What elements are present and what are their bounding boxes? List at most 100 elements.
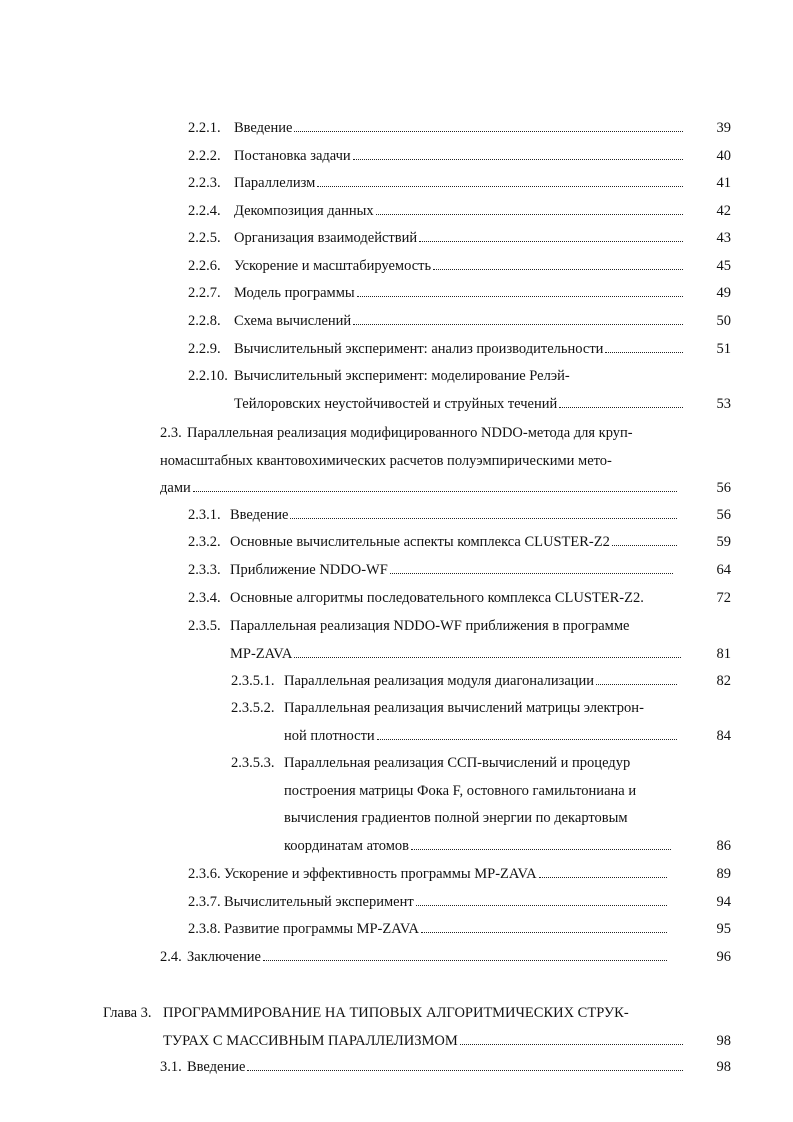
entry-title: Параллельная реализация NDDO-WF приближе… <box>230 618 630 634</box>
entry-title: Параллелизм <box>234 175 316 191</box>
leader-dots <box>192 479 677 492</box>
entry-number: 2.3.5.3. <box>231 755 275 771</box>
entry-number: 2.3.2. <box>188 534 221 550</box>
entry-number: 2.3.3. <box>188 562 221 578</box>
leader-dots <box>317 174 683 187</box>
leader-dots <box>247 1058 683 1071</box>
entry-title: вычисления градиентов полной энергии по … <box>284 810 628 826</box>
entry-number: Глава 3. <box>103 1005 152 1021</box>
entry-title: Параллельная реализация вычислений матри… <box>284 700 644 716</box>
entry-title: Введение <box>187 1059 246 1075</box>
entry-title: дами <box>160 480 191 496</box>
entry-title: номасштабных квантовохимических расчетов… <box>160 452 612 469</box>
page-number: 82 <box>716 673 732 689</box>
page-number: 42 <box>716 203 732 219</box>
page-number: 98 <box>716 1059 732 1075</box>
entry-title: Параллельная реализация модуля диагонали… <box>284 673 595 689</box>
entry-title: Введение <box>234 120 293 136</box>
entry-line: Тейлоровских неустойчивостей и струйных … <box>234 395 683 413</box>
entry-title: Ускорение и эффективность программы MP-Z… <box>224 866 537 882</box>
entry-number: 2.2.8. <box>188 313 221 329</box>
entry-number: 2.3.5. <box>188 618 221 634</box>
entry-title: MP-ZAVA <box>230 645 293 662</box>
entry-title: Декомпозиция данных <box>234 203 374 219</box>
entry-number: 2.3.5.2. <box>231 700 275 716</box>
entry-title: Основные алгоритмы последовательного ком… <box>230 590 644 606</box>
entry-number: 2.4. <box>160 949 182 965</box>
leader-dots <box>262 948 667 961</box>
entry-title: Ускорение и масштабируемость <box>234 258 432 274</box>
entry-line: Основные вычислительные аспекты комплекс… <box>230 533 677 551</box>
entry-title: Основные вычислительные аспекты комплекс… <box>230 534 610 550</box>
entry-line: Заключение <box>187 948 667 966</box>
entry-line: ТУРАХ С МАССИВНЫМ ПАРАЛЛЕЛИЗМОМ <box>163 1032 683 1050</box>
entry-line: Вычислительный эксперимент <box>224 893 667 911</box>
leader-dots <box>294 645 681 658</box>
page-number: 50 <box>716 313 732 329</box>
entry-line: Введение <box>187 1058 683 1076</box>
entry-title: Развитие программы MP-ZAVA <box>224 921 419 937</box>
entry-title: Вычислительный эксперимент: моделировани… <box>234 368 570 384</box>
leader-dots <box>415 893 667 906</box>
leader-dots <box>352 147 683 160</box>
entry-line: MP-ZAVA <box>230 645 681 663</box>
page-number: 95 <box>716 921 732 937</box>
entry-title: Организация взаимодействий <box>234 230 418 246</box>
entry-line: Введение <box>230 506 677 524</box>
leader-dots <box>375 202 683 215</box>
entry-title: ПРОГРАММИРОВАНИЕ НА ТИПОВЫХ АЛГОРИТМИЧЕС… <box>163 1005 629 1021</box>
entry-number: 2.3.5.1. <box>231 673 275 689</box>
leader-dots <box>419 229 683 242</box>
page-number: 45 <box>716 258 732 274</box>
entry-title: координатам атомов <box>284 837 410 854</box>
entry-title: Схема вычислений <box>234 313 352 329</box>
entry-line: Параллельная реализация модуля диагонали… <box>284 672 677 690</box>
leader-dots <box>596 672 677 685</box>
entry-line: Ускорение и масштабируемость <box>234 257 683 275</box>
page-number: 64 <box>716 562 732 578</box>
entry-title: построения матрицы Фока F, остовного гам… <box>284 782 637 799</box>
entry-title: Тейлоровских неустойчивостей и струйных … <box>234 395 558 412</box>
entry-number: 2.2.5. <box>188 230 221 246</box>
entry-line: координатам атомов <box>284 837 671 855</box>
leader-dots <box>420 920 667 933</box>
entry-line: Схема вычислений <box>234 312 683 330</box>
entry-line: Вычислительный эксперимент: анализ произ… <box>234 340 683 358</box>
entry-line: Ускорение и эффективность программы MP-Z… <box>224 865 667 883</box>
entry-line: Декомпозиция данных <box>234 202 683 220</box>
entry-line: Постановка задачи <box>234 147 683 165</box>
entry-number: 2.2.10. <box>188 368 228 384</box>
page-number: 51 <box>716 341 732 357</box>
page-number: 56 <box>716 480 732 496</box>
leader-dots <box>294 119 683 132</box>
entry-number: 2.3.1. <box>188 507 221 523</box>
entry-line: ной плотности <box>284 727 677 745</box>
page-number: 39 <box>716 120 732 136</box>
page-number: 86 <box>716 837 732 854</box>
page-number: 59 <box>716 534 732 550</box>
entry-title: ТУРАХ С МАССИВНЫМ ПАРАЛЛЕЛИЗМОМ <box>163 1032 458 1049</box>
entry-number: 2.2.7. <box>188 285 221 301</box>
entry-title: Вычислительный эксперимент <box>224 894 414 910</box>
entry-line: Приближение NDDO-WF <box>230 561 673 579</box>
page-number: 43 <box>716 230 732 246</box>
entry-number: 2.3.4. <box>188 590 221 606</box>
entry-title: Модель программы <box>234 285 355 301</box>
leader-dots <box>611 533 677 546</box>
entry-title: Параллельная реализация ССП-вычислений и… <box>284 755 631 771</box>
entry-number: 2.2.4. <box>188 203 221 219</box>
page-number: 98 <box>716 1032 732 1049</box>
entry-number: 2.3.6. <box>188 866 221 882</box>
entry-line: Организация взаимодействий <box>234 229 683 247</box>
page-number: 53 <box>716 395 732 412</box>
entry-number: 2.3. <box>160 425 182 441</box>
entry-title: Заключение <box>187 949 261 965</box>
leader-dots <box>538 865 667 878</box>
leader-dots <box>559 395 683 408</box>
leader-dots <box>389 561 673 574</box>
entry-line: Развитие программы MP-ZAVA <box>224 920 667 938</box>
entry-number: 2.2.3. <box>188 175 221 191</box>
page-number: 49 <box>716 285 732 301</box>
page-number: 40 <box>716 148 732 164</box>
entry-line: Введение <box>234 119 683 137</box>
